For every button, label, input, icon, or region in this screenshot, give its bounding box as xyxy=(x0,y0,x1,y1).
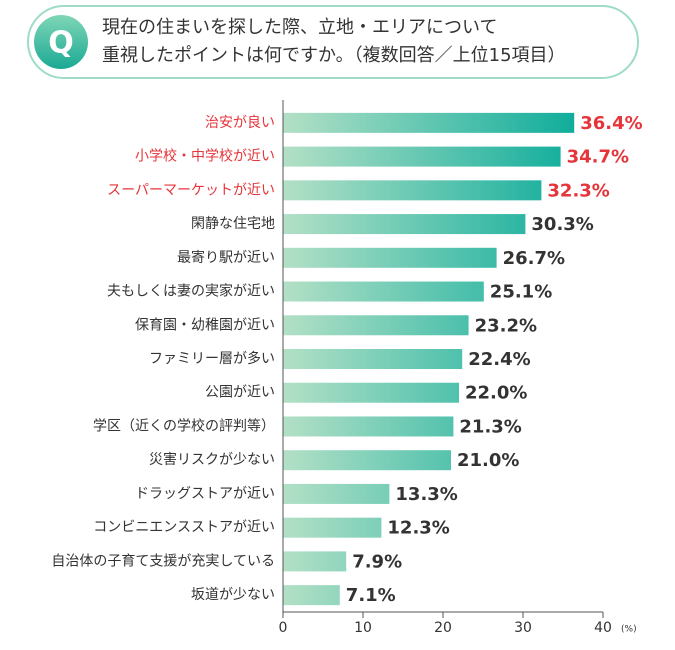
category-label: 治安が良い xyxy=(205,115,275,131)
bar xyxy=(283,483,390,504)
value-label: 36.4% xyxy=(580,113,642,134)
category-label: 災害リスクが少ない xyxy=(149,452,275,468)
x-tick-label: 20 xyxy=(434,620,452,636)
value-label: 25.1% xyxy=(490,282,552,303)
title-line: 現在の住まいを探した際、立地・エリアについて xyxy=(102,17,497,38)
category-label: 公園が近い xyxy=(205,385,275,401)
bar xyxy=(283,180,542,201)
value-label: 34.7% xyxy=(567,147,629,168)
bar xyxy=(283,146,561,167)
x-tick-label: 10 xyxy=(354,620,372,636)
value-label: 23.2% xyxy=(475,315,537,336)
value-label: 13.3% xyxy=(395,484,457,505)
title-line: 重視したポイントは何ですか。（複数回答／上位15項目） xyxy=(102,45,566,66)
value-label: 21.3% xyxy=(459,416,521,437)
bar xyxy=(283,382,459,403)
value-label: 22.4% xyxy=(468,349,530,370)
category-label: 自治体の子育て支援が充実している xyxy=(51,553,275,569)
x-tick-label: 30 xyxy=(514,620,532,636)
title-box xyxy=(27,5,639,79)
value-label: 12.3% xyxy=(387,518,449,539)
value-label: 22.0% xyxy=(465,383,527,404)
bar xyxy=(283,585,340,606)
q-label: Q xyxy=(48,26,74,61)
category-label: 最寄り駅が近い xyxy=(177,249,275,266)
q-icon xyxy=(34,15,88,69)
value-label: 30.3% xyxy=(531,214,593,235)
bar xyxy=(283,517,382,538)
value-label: 32.3% xyxy=(547,180,609,201)
category-label: 小学校・中学校が近い xyxy=(135,148,275,165)
x-tick-label: 0 xyxy=(279,620,288,636)
bar xyxy=(283,281,484,302)
value-label: 21.0% xyxy=(457,450,519,471)
category-label: 学区（近くの学校の評判等） xyxy=(93,417,275,434)
bar xyxy=(283,450,451,471)
bar xyxy=(283,349,463,369)
bar xyxy=(283,214,526,235)
category-label: 坂道が少ない xyxy=(191,587,275,603)
value-label: 26.7% xyxy=(503,248,565,269)
bar xyxy=(283,247,497,268)
category-label: コンビニエンスストアが近い xyxy=(93,520,275,536)
bar xyxy=(283,416,454,437)
value-label: 7.9% xyxy=(352,551,402,572)
category-label: 夫もしくは妻の実家が近い xyxy=(107,283,275,300)
category-label: 保育園・幼稚園が近い xyxy=(135,317,275,333)
value-label: 7.1% xyxy=(346,585,396,606)
x-tick-label: 40 xyxy=(594,620,612,636)
category-label: ファミリー層が多い xyxy=(149,350,275,367)
bar xyxy=(283,315,469,336)
category-label: ドラッグストアが近い xyxy=(135,486,275,502)
bar xyxy=(283,551,347,572)
x-unit: (%) xyxy=(621,625,637,635)
category-label: スーパーマーケットが近い xyxy=(107,182,275,198)
category-label: 閑静な住宅地 xyxy=(191,216,275,232)
bar xyxy=(283,112,575,133)
